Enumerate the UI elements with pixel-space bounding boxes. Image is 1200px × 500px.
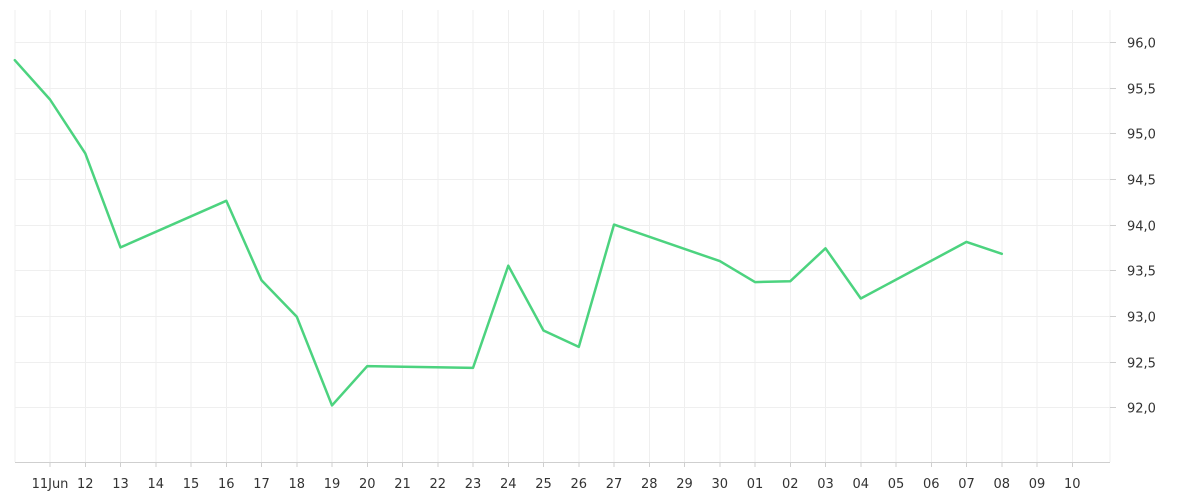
x-tick-label: 06	[923, 477, 940, 492]
x-tick-label: 17	[253, 477, 270, 492]
horizontal-grid	[15, 42, 1110, 408]
x-tick-label: 04	[852, 477, 869, 492]
x-tick-label: 03	[817, 477, 834, 492]
x-tick-label: 10	[1064, 477, 1081, 492]
x-tick-label: 07	[958, 477, 975, 492]
x-tick-label: 29	[676, 477, 693, 492]
x-tick-label: 30	[711, 477, 728, 492]
x-tick-label: 19	[324, 477, 341, 492]
x-tick-label: 20	[359, 477, 376, 492]
vertical-grid	[14, 10, 1111, 462]
x-tick-label: 28	[641, 477, 658, 492]
x-tick-label: 16	[218, 477, 235, 492]
x-tick-label: 09	[1029, 477, 1046, 492]
x-tick-label: 01	[747, 477, 764, 492]
x-tick-label: 21	[394, 477, 411, 492]
series-layer	[13, 58, 1004, 407]
x-tick-label: 18	[288, 477, 305, 492]
x-tick-label: 08	[993, 477, 1010, 492]
y-tick-label: 95,0	[1127, 128, 1156, 143]
x-tick-label: 22	[429, 477, 446, 492]
x-tick-label: 11Jun	[32, 477, 69, 492]
y-tick-label: 95,5	[1127, 83, 1156, 98]
y-tick-label: 93,0	[1127, 311, 1156, 326]
x-tick-label: 25	[535, 477, 552, 492]
y-tick-label: 94,5	[1127, 174, 1156, 189]
x-tick-label: 02	[782, 477, 799, 492]
x-axis-ticks: 11Jun 12 13 14 15 16 17 18 19 20 21 22 23 24 25 26 27 28 2…	[32, 462, 1081, 492]
y-tick-label: 92,0	[1127, 402, 1156, 417]
y-tick-label: 92,5	[1127, 357, 1156, 372]
x-tick-label: 15	[183, 477, 200, 492]
y-tick-label: 96,0	[1127, 37, 1156, 52]
y-tick-label: 93,5	[1127, 265, 1156, 280]
x-tick-label: 12	[77, 477, 94, 492]
x-tick-label: 27	[606, 477, 623, 492]
y-axis-ticks: 92,0 92,5 93,0 93,5 94,0 94,5 95,0 95,5 96,0	[1110, 37, 1156, 417]
x-tick-label: 14	[147, 477, 164, 492]
x-tick-label: 05	[888, 477, 905, 492]
x-tick-label: 26	[570, 477, 587, 492]
x-tick-label: 23	[465, 477, 482, 492]
x-tick-label: 13	[112, 477, 129, 492]
x-tick-label: 24	[500, 477, 517, 492]
y-tick-label: 94,0	[1127, 220, 1156, 235]
